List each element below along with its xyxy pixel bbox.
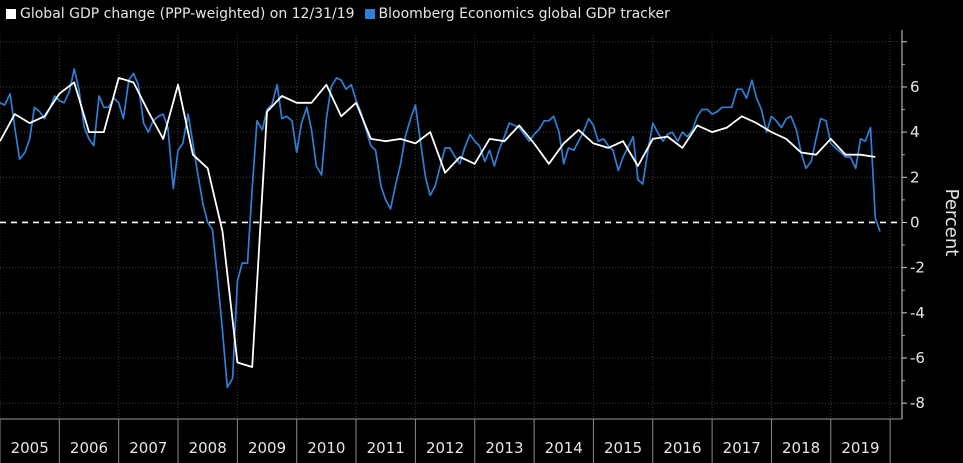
y-axis-label: Percent — [941, 189, 962, 257]
legend-item-global-gdp: Global GDP change (PPP-weighted) on 12/3… — [6, 6, 355, 22]
legend-label-global-gdp: Global GDP change (PPP-weighted) on 12/3… — [20, 6, 355, 22]
y-tick-label: -4 — [910, 304, 925, 322]
y-tick-label: 4 — [910, 123, 920, 141]
legend-label-bloomberg-tracker: Bloomberg Economics global GDP tracker — [378, 6, 670, 22]
series-line-bloomberg-tracker — [0, 68, 881, 389]
x-tick-label: 2005 — [11, 439, 49, 457]
x-tick-label: 2015 — [604, 439, 642, 457]
x-tick-label: 2018 — [782, 439, 820, 457]
legend-swatch-white — [6, 9, 16, 19]
y-tick-label: -6 — [910, 349, 925, 367]
y-tick-label: 6 — [910, 78, 920, 96]
x-tick-label: 2007 — [129, 439, 167, 457]
legend-swatch-blue — [364, 9, 375, 19]
legend: Global GDP change (PPP-weighted) on 12/3… — [6, 4, 680, 24]
x-tick-label: 2019 — [841, 439, 879, 457]
grid — [0, 35, 902, 419]
y-tick-label: 0 — [910, 213, 920, 231]
y-axis: 6 4 2 0 -2 -4 -6 -8 — [901, 30, 925, 419]
series-lines — [0, 68, 881, 389]
x-tick-label: 2008 — [189, 439, 227, 457]
series-line-global-gdp — [0, 77, 876, 368]
x-tick-label: 2017 — [723, 439, 761, 457]
x-tick-label: 2011 — [367, 439, 405, 457]
x-tick-label: 2016 — [663, 439, 701, 457]
x-tick-label: 2013 — [485, 439, 523, 457]
y-tick-label: 2 — [910, 168, 920, 186]
y-tick-label: -2 — [910, 259, 925, 277]
x-tick-label: 2006 — [70, 439, 108, 457]
x-axis: 2005 2006 2007 2008 2009 2010 2011 2012 2013 2014… — [0, 418, 902, 463]
y-tick-label: -8 — [910, 394, 925, 412]
x-tick-label: 2009 — [248, 439, 286, 457]
x-tick-label: 2012 — [426, 439, 464, 457]
x-tick-label: 2014 — [545, 439, 583, 457]
x-tick-label: 2010 — [307, 439, 345, 457]
legend-item-bloomberg-tracker: Bloomberg Economics global GDP tracker — [364, 6, 670, 22]
